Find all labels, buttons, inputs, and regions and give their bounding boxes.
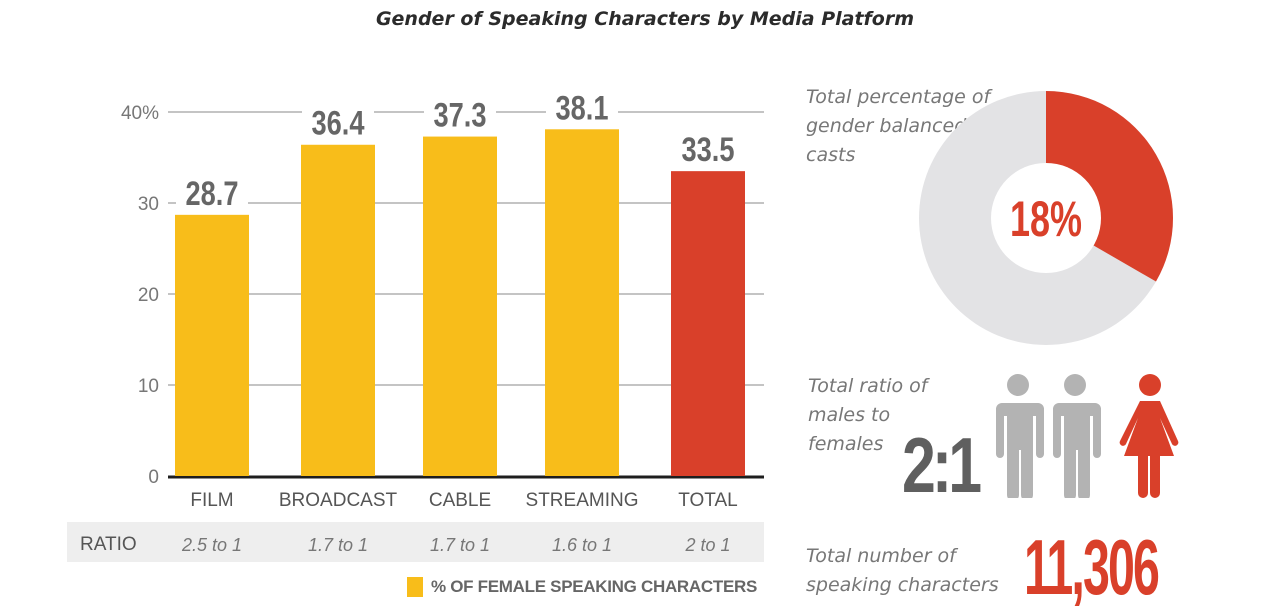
- ratio-caption: Total ratio of males to females: [808, 375, 928, 455]
- value-label-backing: [176, 174, 248, 209]
- bar: [175, 214, 249, 476]
- chart-title: Gender of Speaking Characters by Media P…: [375, 8, 915, 30]
- value-label-backing: [302, 104, 374, 139]
- male-figure-icon: [1053, 374, 1101, 498]
- ratio-value: 1.6 to 1: [552, 535, 612, 555]
- bar-chart: 0 10 20 30 40% RATIO 28.7 FILM 2.5 to 1 36.4 BROA…: [67, 88, 764, 562]
- y-tick-label: 0: [148, 467, 159, 488]
- bar: [671, 171, 745, 476]
- ratio-band: [67, 522, 764, 562]
- legend-swatch: [407, 577, 423, 597]
- y-tick-label: 20: [138, 285, 159, 306]
- ratio-value: 2:1: [902, 421, 982, 509]
- legend: % OF FEMALE SPEAKING CHARACTERS: [407, 577, 757, 597]
- bar: [545, 129, 619, 477]
- male-figure-icon: [996, 374, 1044, 498]
- x-tick-label: BROADCAST: [279, 490, 398, 511]
- y-tick-label: 40%: [121, 103, 159, 124]
- ratio-value: 1.7 to 1: [308, 535, 368, 555]
- donut-chart: 18%: [919, 91, 1173, 345]
- bar: [301, 144, 375, 476]
- ratio-figures: [996, 374, 1179, 498]
- value-label: 33.5: [682, 130, 735, 169]
- donut-caption: Total percentage of gender balanced cast…: [806, 86, 991, 166]
- ratio-row-label: RATIO: [80, 534, 137, 555]
- x-tick-label: TOTAL: [678, 490, 737, 511]
- female-figure-icon: [1119, 374, 1179, 498]
- ratio-value: 2.5 to 1: [181, 535, 242, 555]
- value-label-backing: [424, 96, 496, 131]
- y-tick-label: 30: [138, 194, 159, 215]
- x-tick-label: CABLE: [429, 490, 491, 511]
- x-tick-label: FILM: [190, 490, 233, 511]
- legend-label: % OF FEMALE SPEAKING CHARACTERS: [431, 577, 757, 596]
- donut-center-label: 18%: [1010, 192, 1082, 247]
- bar: [423, 136, 497, 476]
- value-label: 37.3: [434, 96, 487, 135]
- value-label: 36.4: [312, 104, 365, 143]
- ratio-value: 2 to 1: [684, 535, 730, 555]
- value-label-backing: [672, 131, 744, 166]
- y-tick-label: 10: [138, 376, 159, 397]
- value-label: 38.1: [556, 88, 609, 127]
- value-label-backing: [546, 89, 618, 124]
- count-caption: Total number of speaking characters: [806, 545, 999, 596]
- count-value: 11,306: [1024, 523, 1160, 611]
- value-label: 28.7: [186, 174, 239, 213]
- ratio-value: 1.7 to 1: [430, 535, 490, 555]
- x-tick-label: STREAMING: [526, 490, 639, 511]
- donut-hole: [991, 163, 1101, 273]
